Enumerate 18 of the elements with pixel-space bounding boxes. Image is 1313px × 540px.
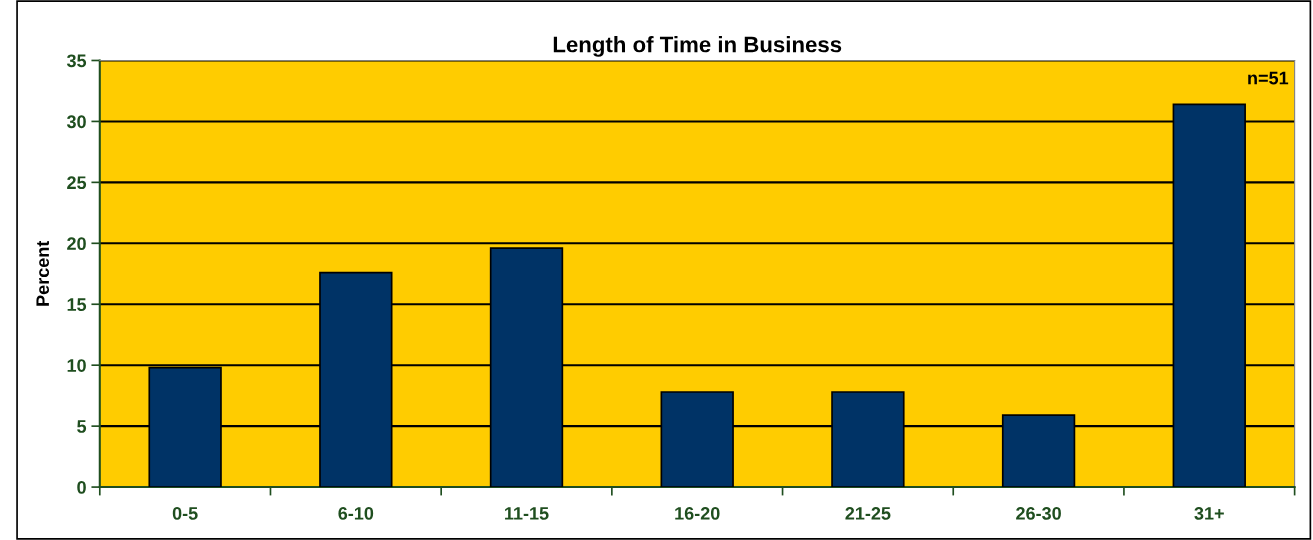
x-tick-label: 11-15 bbox=[505, 507, 549, 520]
x-tick-label: 6-10 bbox=[338, 507, 374, 520]
x-tick-label: 0-5 bbox=[172, 507, 198, 520]
y-axis-title: Percent bbox=[36, 240, 50, 306]
y-tick-label: 15 bbox=[67, 298, 87, 311]
x-tick-label: 16-20 bbox=[675, 507, 720, 520]
y-tick-label: 35 bbox=[66, 54, 87, 68]
y-tick-label: 10 bbox=[67, 359, 86, 372]
x-tick-label: 21-25 bbox=[845, 507, 891, 520]
x-tick-label: 26-30 bbox=[1016, 507, 1061, 520]
y-tick-label: 0 bbox=[77, 481, 86, 494]
chart-title: Length of Time in Business bbox=[553, 36, 842, 57]
x-tick-label: 31+ bbox=[1194, 507, 1224, 520]
y-tick-label: 20 bbox=[67, 237, 86, 251]
annotation: n=51 bbox=[1248, 71, 1289, 85]
y-tick-label: 5 bbox=[77, 420, 87, 433]
y-tick-label: 30 bbox=[66, 115, 86, 129]
y-tick-label: 25 bbox=[67, 176, 87, 190]
